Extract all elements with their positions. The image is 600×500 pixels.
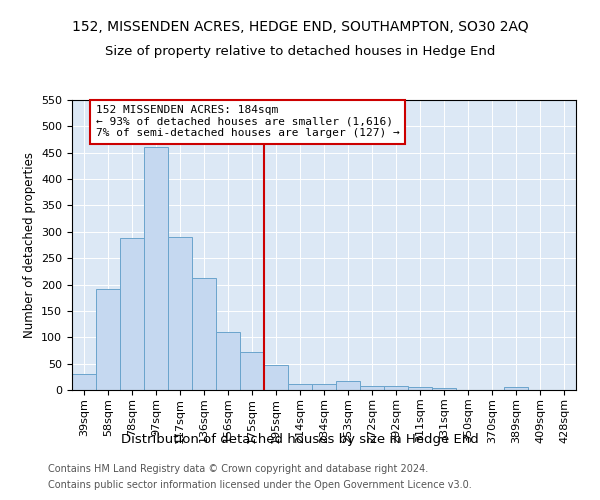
Bar	[192, 278, 216, 390]
Bar	[168, 237, 192, 390]
Text: 152, MISSENDEN ACRES, HEDGE END, SOUTHAMPTON, SO30 2AQ: 152, MISSENDEN ACRES, HEDGE END, SOUTHAM…	[71, 20, 529, 34]
Text: Contains public sector information licensed under the Open Government Licence v3: Contains public sector information licen…	[48, 480, 472, 490]
Bar	[408, 388, 432, 390]
Bar	[96, 289, 120, 390]
Bar	[72, 374, 96, 390]
Text: Size of property relative to detached houses in Hedge End: Size of property relative to detached ho…	[105, 45, 495, 58]
Bar	[264, 365, 288, 390]
Bar	[384, 386, 408, 390]
Bar	[432, 388, 456, 390]
Bar	[312, 384, 336, 390]
Bar	[144, 148, 168, 390]
Bar	[360, 386, 384, 390]
Bar	[240, 352, 264, 390]
Text: Distribution of detached houses by size in Hedge End: Distribution of detached houses by size …	[121, 432, 479, 446]
Bar	[336, 380, 360, 390]
Text: 152 MISSENDEN ACRES: 184sqm
← 93% of detached houses are smaller (1,616)
7% of s: 152 MISSENDEN ACRES: 184sqm ← 93% of det…	[96, 106, 400, 138]
Bar	[216, 332, 240, 390]
Bar	[120, 238, 144, 390]
Bar	[288, 384, 312, 390]
Text: Contains HM Land Registry data © Crown copyright and database right 2024.: Contains HM Land Registry data © Crown c…	[48, 464, 428, 474]
Bar	[504, 388, 528, 390]
Y-axis label: Number of detached properties: Number of detached properties	[23, 152, 35, 338]
